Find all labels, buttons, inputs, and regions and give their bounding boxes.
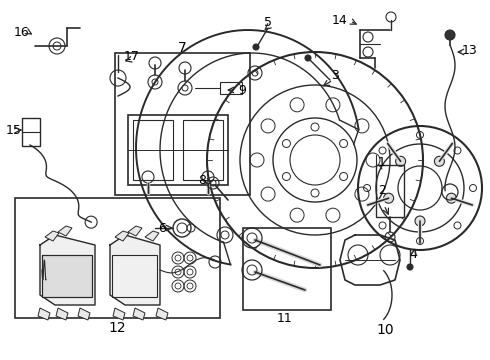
Bar [115, 53, 250, 195]
Text: 14: 14 [332, 14, 348, 27]
Polygon shape [40, 235, 95, 305]
Circle shape [384, 193, 393, 203]
Text: 7: 7 [178, 41, 186, 55]
Polygon shape [128, 226, 142, 236]
Text: 1: 1 [378, 156, 386, 168]
Text: 10: 10 [376, 323, 394, 337]
Polygon shape [45, 231, 59, 241]
Circle shape [305, 55, 311, 61]
Polygon shape [58, 226, 72, 236]
Polygon shape [110, 235, 160, 305]
Circle shape [445, 30, 455, 40]
Bar [220, 82, 242, 94]
Text: 15: 15 [6, 123, 22, 136]
Bar [15, 198, 220, 318]
Polygon shape [145, 231, 159, 241]
Polygon shape [115, 231, 129, 241]
Text: 2: 2 [378, 184, 386, 197]
Bar [112, 255, 157, 297]
Circle shape [253, 44, 259, 50]
Circle shape [446, 193, 456, 203]
Bar [183, 120, 223, 180]
Text: 11: 11 [277, 311, 293, 324]
Bar [42, 255, 92, 297]
Bar [243, 228, 331, 310]
Circle shape [435, 156, 444, 166]
Text: 8: 8 [198, 174, 206, 186]
Bar [133, 120, 173, 180]
Polygon shape [56, 308, 68, 320]
Text: 5: 5 [264, 15, 272, 28]
Polygon shape [78, 308, 90, 320]
Text: 16: 16 [14, 26, 30, 39]
Text: 6: 6 [158, 221, 166, 234]
Polygon shape [38, 308, 50, 320]
Text: 9: 9 [238, 84, 246, 96]
Bar [128, 115, 228, 185]
Bar [22, 118, 40, 146]
Text: 13: 13 [462, 44, 478, 57]
Text: 17: 17 [124, 50, 140, 63]
Bar [376, 165, 404, 217]
Bar [42, 255, 92, 297]
Circle shape [415, 216, 425, 226]
Text: 12: 12 [108, 321, 126, 335]
Polygon shape [156, 308, 168, 320]
Circle shape [395, 156, 406, 166]
Circle shape [407, 264, 413, 270]
Text: 3: 3 [331, 68, 339, 81]
Text: 4: 4 [409, 248, 417, 261]
Polygon shape [113, 308, 125, 320]
Polygon shape [133, 308, 145, 320]
